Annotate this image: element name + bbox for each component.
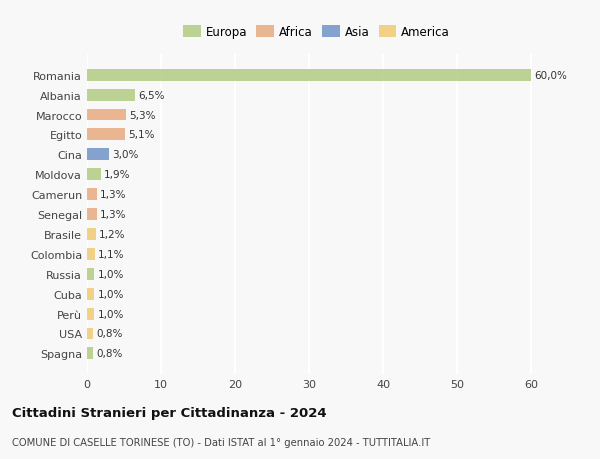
Text: 0,8%: 0,8% xyxy=(96,349,122,358)
Text: 0,8%: 0,8% xyxy=(96,329,122,339)
Bar xyxy=(87,90,135,101)
Bar xyxy=(87,169,101,181)
Bar xyxy=(87,189,97,201)
Text: COMUNE DI CASELLE TORINESE (TO) - Dati ISTAT al 1° gennaio 2024 - TUTTITALIA.IT: COMUNE DI CASELLE TORINESE (TO) - Dati I… xyxy=(12,437,430,447)
Bar xyxy=(87,347,93,359)
Text: 1,3%: 1,3% xyxy=(100,210,126,219)
Text: 6,5%: 6,5% xyxy=(138,90,164,101)
Text: 1,9%: 1,9% xyxy=(104,170,131,180)
Text: 3,0%: 3,0% xyxy=(112,150,139,160)
Text: 1,0%: 1,0% xyxy=(97,269,124,279)
Bar xyxy=(87,248,95,260)
Text: 1,0%: 1,0% xyxy=(97,289,124,299)
Bar xyxy=(87,109,126,121)
Bar xyxy=(87,268,94,280)
Bar xyxy=(87,209,97,220)
Bar xyxy=(87,328,93,340)
Text: 1,3%: 1,3% xyxy=(100,190,126,200)
Text: 1,2%: 1,2% xyxy=(99,230,125,240)
Bar xyxy=(87,288,94,300)
Text: 60,0%: 60,0% xyxy=(534,71,567,80)
Text: 1,0%: 1,0% xyxy=(97,309,124,319)
Bar xyxy=(87,129,125,141)
Bar xyxy=(87,70,531,82)
Text: 5,3%: 5,3% xyxy=(129,110,155,120)
Bar xyxy=(87,308,94,320)
Bar xyxy=(87,229,96,241)
Legend: Europa, Africa, Asia, America: Europa, Africa, Asia, America xyxy=(179,22,454,43)
Text: 1,1%: 1,1% xyxy=(98,249,125,259)
Bar xyxy=(87,149,109,161)
Text: 5,1%: 5,1% xyxy=(128,130,154,140)
Text: Cittadini Stranieri per Cittadinanza - 2024: Cittadini Stranieri per Cittadinanza - 2… xyxy=(12,406,326,419)
